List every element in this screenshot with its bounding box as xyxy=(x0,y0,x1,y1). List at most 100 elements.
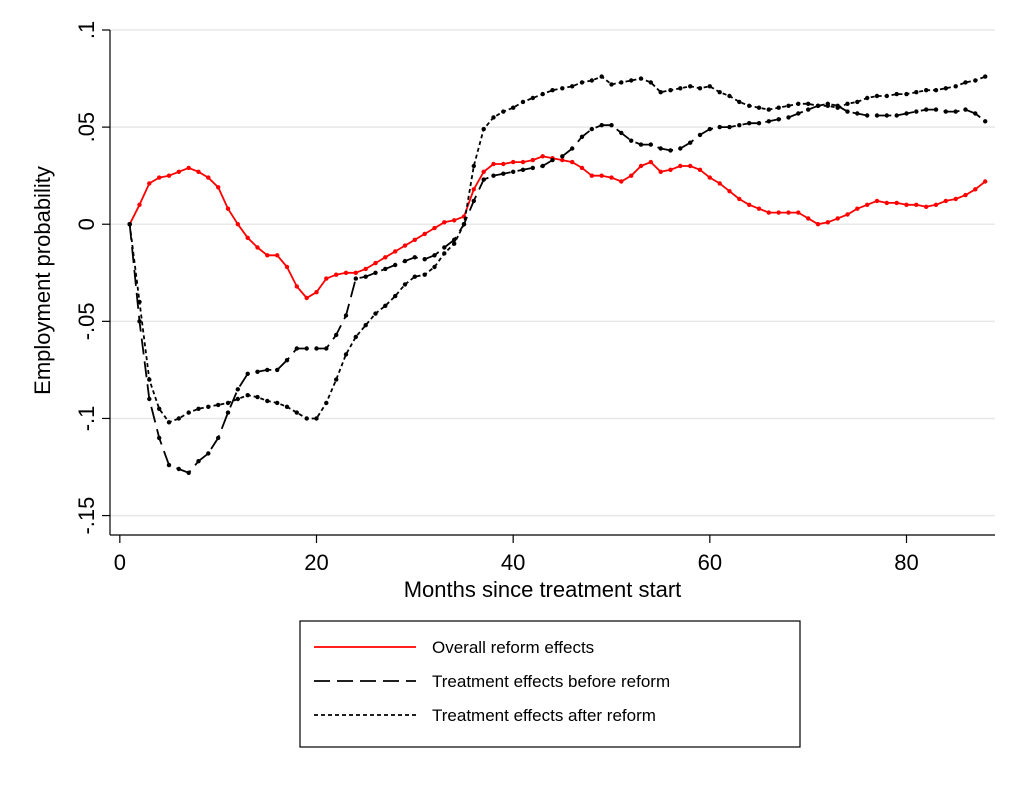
data-point xyxy=(275,400,280,406)
data-point xyxy=(973,78,978,83)
data-point xyxy=(648,159,653,165)
data-point xyxy=(393,262,398,268)
data-point xyxy=(806,107,811,112)
data-point xyxy=(176,169,181,174)
data-point xyxy=(304,295,309,301)
data-point xyxy=(963,80,968,85)
data-point xyxy=(196,169,201,174)
data-point xyxy=(865,202,870,207)
data-point xyxy=(363,274,368,279)
data-point xyxy=(599,74,604,79)
data-point xyxy=(147,377,152,382)
axes xyxy=(109,30,995,536)
data-point xyxy=(294,410,299,415)
data-point xyxy=(776,210,781,215)
data-point xyxy=(756,105,762,110)
data-point xyxy=(412,274,417,279)
data-point xyxy=(157,406,162,411)
data-point xyxy=(756,121,762,126)
data-point xyxy=(343,313,349,318)
data-point xyxy=(412,255,417,260)
data-point xyxy=(511,159,516,165)
data-point xyxy=(501,161,506,167)
data-point xyxy=(815,103,821,109)
data-point xyxy=(697,86,703,91)
data-point xyxy=(717,124,722,130)
data-point xyxy=(294,346,299,351)
data-point xyxy=(452,218,457,223)
data-point xyxy=(737,196,742,202)
data-point xyxy=(786,210,791,215)
data-point xyxy=(353,334,358,340)
data-point xyxy=(314,290,319,295)
data-point xyxy=(786,103,791,109)
data-point xyxy=(589,126,594,132)
data-point xyxy=(284,358,290,363)
data-point xyxy=(963,107,968,112)
data-point xyxy=(442,220,447,225)
data-point xyxy=(747,103,752,109)
data-point xyxy=(520,167,526,172)
y-tick-label: -.05 xyxy=(74,302,99,340)
data-point xyxy=(894,200,899,206)
data-point xyxy=(314,416,319,421)
data-point xyxy=(609,123,614,128)
data-point xyxy=(137,202,142,207)
data-point xyxy=(491,115,496,120)
data-point xyxy=(511,105,516,110)
data-point xyxy=(137,319,142,324)
data-point xyxy=(756,206,762,211)
data-point xyxy=(176,466,181,472)
data-point xyxy=(432,253,437,258)
data-point xyxy=(225,410,231,415)
data-point xyxy=(511,169,516,174)
data-point xyxy=(933,202,939,207)
data-point xyxy=(304,346,309,351)
data-point xyxy=(393,293,398,299)
data-point xyxy=(766,210,771,215)
data-point xyxy=(629,173,634,178)
data-point xyxy=(225,206,231,211)
data-point xyxy=(501,171,506,176)
data-point xyxy=(953,109,958,114)
data-point xyxy=(314,346,319,351)
data-point xyxy=(609,82,614,87)
data-point xyxy=(884,200,889,206)
data-point xyxy=(255,245,260,250)
data-point xyxy=(865,95,870,101)
data-point xyxy=(943,86,948,91)
data-point xyxy=(727,93,732,99)
data-point xyxy=(737,99,742,105)
data-point xyxy=(884,93,889,99)
data-point xyxy=(904,202,909,207)
data-point xyxy=(353,270,358,275)
data-point xyxy=(717,90,722,95)
data-point xyxy=(166,173,172,178)
data-point xyxy=(619,179,624,184)
x-tick-label: 60 xyxy=(698,550,722,575)
data-point xyxy=(815,222,821,227)
data-point xyxy=(894,91,899,97)
data-point xyxy=(550,157,555,163)
data-point xyxy=(294,284,299,289)
series-3 xyxy=(127,74,988,425)
data-point xyxy=(579,165,585,171)
data-point xyxy=(147,181,152,186)
data-point xyxy=(245,371,250,376)
data-point xyxy=(825,103,830,109)
data-point xyxy=(776,117,781,122)
data-point xyxy=(835,216,840,221)
data-point xyxy=(579,80,585,85)
data-point xyxy=(432,264,437,270)
data-point xyxy=(599,173,604,178)
data-point xyxy=(953,84,958,89)
series-1 xyxy=(127,154,988,301)
data-point xyxy=(157,435,162,441)
x-axis-title: Months since treatment start xyxy=(404,577,682,602)
data-point xyxy=(343,270,349,275)
data-point xyxy=(678,86,683,91)
data-point xyxy=(796,210,801,215)
data-point xyxy=(943,109,948,114)
data-point xyxy=(137,299,142,305)
series-line xyxy=(128,75,986,424)
